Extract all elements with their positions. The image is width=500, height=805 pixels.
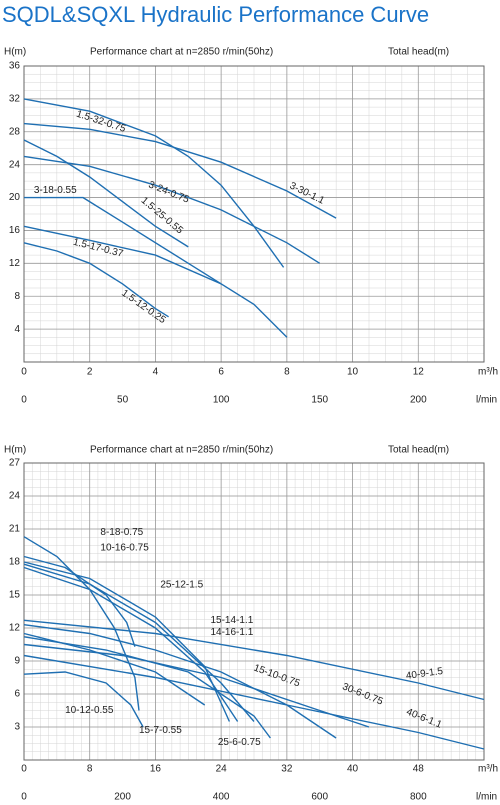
curve	[23, 566, 239, 722]
curve	[23, 636, 271, 739]
y-tick-label: 12	[9, 623, 21, 634]
x-tick-label: 48	[413, 764, 425, 775]
curve-label: 40-9-1.5	[405, 666, 444, 682]
y-tick-label: 24	[9, 491, 21, 502]
y-axis-label: H(m)	[4, 445, 26, 456]
x-tick-label: 8	[284, 367, 290, 378]
curve-label: 10-16-0.75	[100, 542, 149, 553]
x2-tick-label: 0	[21, 792, 27, 803]
curve	[23, 671, 144, 728]
x-axis-label: m³/h	[478, 764, 498, 775]
curve	[23, 563, 255, 722]
x-tick-label: 6	[218, 367, 224, 378]
x2-tick-label: 400	[213, 792, 230, 803]
chart-title: Performance chart at n=2850 r/min(50hz)	[90, 445, 273, 456]
curve-label: 8-18-0.75	[100, 527, 143, 538]
curve	[23, 643, 370, 728]
plot-frame	[23, 65, 485, 363]
x2-tick-label: 200	[410, 395, 427, 406]
curve-label: 15-14-1.1	[210, 615, 253, 626]
x-tick-label: 40	[347, 764, 359, 775]
y-tick-label: 27	[9, 458, 21, 469]
y-tick-label: 21	[9, 524, 21, 535]
y-tick-label: 16	[9, 225, 21, 236]
chart-subtitle: Total head(m)	[388, 445, 449, 456]
curve-label: 10-12-0.55	[65, 705, 114, 716]
y-tick-label: 18	[9, 557, 21, 568]
curve	[23, 155, 321, 264]
curve	[23, 624, 337, 739]
curve-label: 30-6-0.75	[341, 681, 385, 707]
y-tick-label: 15	[9, 590, 21, 601]
curve	[23, 619, 485, 701]
curve-label: 25-12-1.5	[160, 580, 203, 591]
x-tick-label: 12	[413, 367, 425, 378]
x-tick-label: 10	[347, 367, 359, 378]
plot-frame	[23, 462, 485, 761]
x-tick-label: 0	[21, 764, 27, 775]
curve-label: 14-16-1.1	[210, 627, 253, 638]
y-axis-label: H(m)	[4, 47, 26, 58]
x2-tick-label: 0	[21, 395, 27, 406]
curve	[24, 196, 288, 338]
x-tick-label: 8	[87, 764, 93, 775]
y-tick-label: 3	[14, 722, 20, 733]
x-tick-label: 24	[216, 764, 228, 775]
y-tick-label: 8	[14, 291, 20, 302]
x2-tick-label: 800	[410, 792, 427, 803]
x2-tick-label: 100	[213, 395, 230, 406]
chart-subtitle: Total head(m)	[388, 47, 449, 58]
x-tick-label: 16	[150, 764, 162, 775]
chart-title: Performance chart at n=2850 r/min(50hz)	[90, 47, 273, 58]
curve-label: 25-6-0.75	[218, 737, 261, 748]
y-tick-label: 36	[9, 61, 21, 72]
x2-axis-label: l/min	[476, 792, 497, 803]
x-tick-label: 0	[21, 367, 27, 378]
curve-label: 1.5-17-0.37	[72, 237, 125, 260]
x2-tick-label: 600	[311, 792, 328, 803]
curve	[23, 139, 189, 248]
x-tick-label: 4	[153, 367, 159, 378]
curve-label: 3-18-0.55	[34, 185, 77, 196]
y-tick-label: 20	[9, 192, 21, 203]
x-tick-label: 2	[87, 367, 93, 378]
x2-tick-label: 200	[114, 792, 131, 803]
page-title: SQDL&SQXL Hydraulic Performance Curve	[2, 2, 429, 27]
curve	[23, 536, 140, 711]
y-tick-label: 9	[14, 656, 20, 667]
y-tick-label: 32	[9, 94, 21, 105]
x2-tick-label: 50	[117, 395, 129, 406]
y-tick-label: 4	[14, 324, 20, 335]
curve	[23, 122, 337, 219]
x-axis-label: m³/h	[478, 367, 498, 378]
x2-tick-label: 150	[311, 395, 328, 406]
x2-axis-label: l/min	[476, 395, 497, 406]
y-tick-label: 12	[9, 258, 21, 269]
curve	[23, 225, 222, 285]
x-tick-label: 32	[281, 764, 293, 775]
curve-label: 1.5-12-0.25	[119, 288, 168, 327]
y-tick-label: 6	[14, 689, 20, 700]
y-tick-label: 28	[9, 126, 21, 137]
curve-label: 15-7-0.55	[139, 725, 182, 736]
y-tick-label: 24	[9, 159, 21, 170]
curve	[23, 242, 169, 318]
